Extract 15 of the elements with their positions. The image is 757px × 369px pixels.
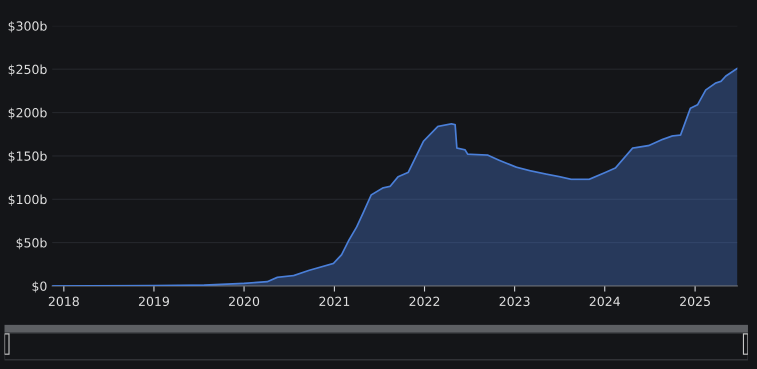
- x-tick-label: 2019: [138, 296, 169, 306]
- x-tick-label: 2021: [319, 296, 350, 306]
- x-tick-label: 2022: [410, 296, 440, 306]
- y-tick-label: $150b: [8, 151, 47, 162]
- y-tick-label: $100b: [8, 194, 47, 206]
- x-tick-label: 2020: [229, 296, 260, 306]
- x-tick-label: 2023: [500, 296, 530, 306]
- x-tick-label: 2024: [590, 296, 620, 306]
- y-tick-label: $200b: [8, 108, 47, 120]
- x-tick-label: 2018: [48, 296, 79, 306]
- y-tick-label: $50b: [16, 238, 47, 250]
- y-tick-label: $300b: [8, 21, 47, 32]
- y-tick-label: $0: [32, 281, 47, 293]
- y-tick-label: $250b: [8, 64, 47, 76]
- x-tick-label: 2025: [680, 296, 710, 306]
